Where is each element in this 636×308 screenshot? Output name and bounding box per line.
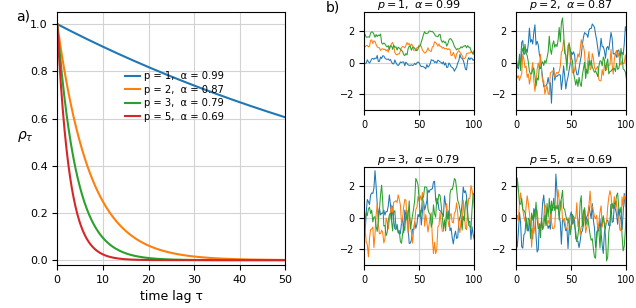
Line: p = 1,  α = 0.99: p = 1, α = 0.99: [57, 24, 286, 117]
p = 3,  α = 0.79: [53, 22, 61, 26]
Line: p = 2,  α = 0.87: p = 2, α = 0.87: [57, 24, 286, 260]
p = 1,  α = 0.99: [177, 79, 184, 82]
Text: a): a): [16, 10, 30, 24]
p = 5,  α = 0.69: [276, 258, 284, 262]
p = 2,  α = 0.87: [276, 258, 284, 262]
p = 1,  α = 0.99: [240, 102, 248, 106]
p = 3,  α = 0.79: [162, 257, 169, 261]
p = 5,  α = 0.69: [162, 258, 169, 262]
p = 3,  α = 0.79: [282, 258, 289, 262]
Title: $p = 5,\ \alpha = 0.69$: $p = 5,\ \alpha = 0.69$: [529, 153, 613, 167]
p = 1,  α = 0.99: [162, 72, 169, 76]
p = 2,  α = 0.87: [190, 255, 197, 258]
p = 2,  α = 0.87: [240, 257, 248, 261]
p = 1,  α = 0.99: [163, 73, 171, 77]
p = 2,  α = 0.87: [162, 250, 169, 253]
p = 5,  α = 0.69: [190, 258, 197, 262]
p = 2,  α = 0.87: [163, 250, 171, 254]
Title: $p = 1,\ \alpha = 0.99$: $p = 1,\ \alpha = 0.99$: [377, 0, 461, 12]
X-axis label: time lag τ: time lag τ: [140, 290, 203, 303]
p = 1,  α = 0.99: [190, 83, 197, 87]
p = 3,  α = 0.79: [163, 257, 171, 261]
p = 2,  α = 0.87: [282, 258, 289, 262]
p = 3,  α = 0.79: [276, 258, 284, 262]
Title: $p = 3,\ \alpha = 0.79$: $p = 3,\ \alpha = 0.79$: [378, 153, 461, 167]
Line: p = 5,  α = 0.69: p = 5, α = 0.69: [57, 24, 286, 260]
p = 5,  α = 0.69: [53, 22, 61, 26]
p = 3,  α = 0.79: [190, 258, 197, 262]
Title: $p = 2,\ \alpha = 0.87$: $p = 2,\ \alpha = 0.87$: [529, 0, 613, 12]
p = 2,  α = 0.87: [53, 22, 61, 26]
p = 1,  α = 0.99: [282, 116, 289, 119]
Text: b): b): [326, 1, 340, 14]
p = 2,  α = 0.87: [177, 253, 184, 257]
p = 1,  α = 0.99: [276, 114, 284, 117]
p = 5,  α = 0.69: [282, 258, 289, 262]
Line: p = 3,  α = 0.79: p = 3, α = 0.79: [57, 24, 286, 260]
p = 5,  α = 0.69: [177, 258, 184, 262]
Y-axis label: $\rho_\tau$: $\rho_\tau$: [17, 129, 34, 144]
Legend: p = 1,  α = 0.99, p = 2,  α = 0.87, p = 3,  α = 0.79, p = 5,  α = 0.69: p = 1, α = 0.99, p = 2, α = 0.87, p = 3,…: [121, 67, 228, 126]
p = 5,  α = 0.69: [240, 258, 248, 262]
p = 5,  α = 0.69: [163, 258, 171, 262]
p = 1,  α = 0.99: [53, 22, 61, 26]
p = 3,  α = 0.79: [240, 258, 248, 262]
p = 3,  α = 0.79: [177, 258, 184, 261]
